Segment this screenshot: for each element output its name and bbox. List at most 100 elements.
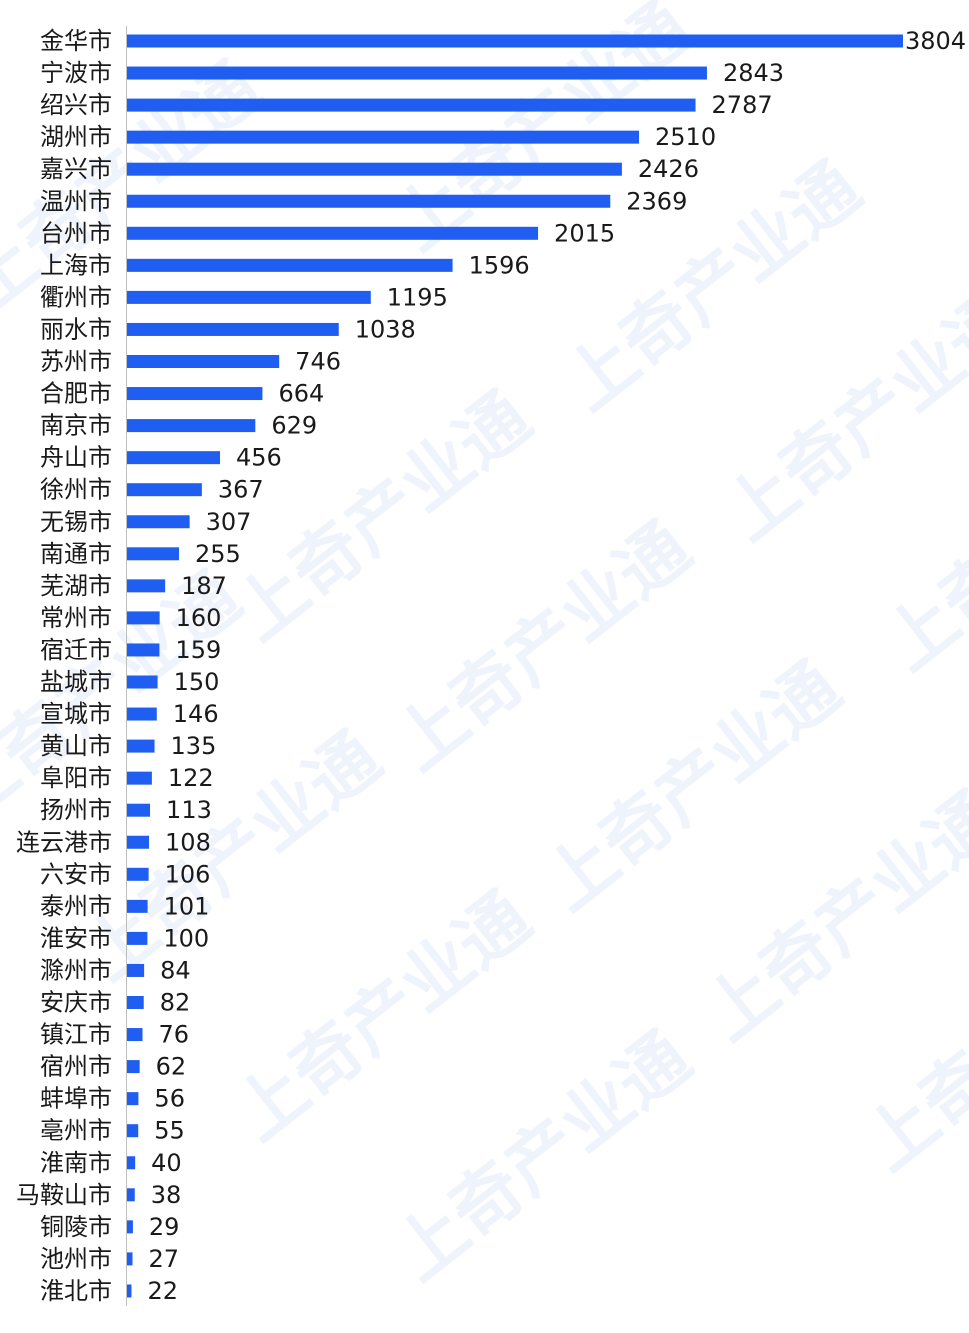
category-label: 亳州市 bbox=[40, 1117, 112, 1145]
value-label: 629 bbox=[271, 412, 317, 440]
value-label: 122 bbox=[168, 764, 214, 792]
value-label: 2426 bbox=[638, 155, 699, 183]
value-label: 29 bbox=[149, 1213, 180, 1241]
category-label: 淮安市 bbox=[40, 924, 112, 952]
category-label: 淮南市 bbox=[40, 1149, 112, 1177]
bars-group bbox=[127, 34, 903, 1298]
value-label: 146 bbox=[173, 700, 219, 728]
category-label: 苏州市 bbox=[40, 348, 112, 376]
category-label: 舟山市 bbox=[40, 444, 112, 472]
value-label: 84 bbox=[160, 956, 191, 984]
value-label: 40 bbox=[151, 1149, 182, 1177]
value-label: 108 bbox=[165, 828, 211, 856]
bar bbox=[127, 1220, 133, 1234]
bar bbox=[127, 1284, 132, 1298]
category-label: 宣城市 bbox=[40, 700, 112, 728]
bar bbox=[127, 322, 339, 336]
bar bbox=[127, 290, 371, 304]
value-label: 1596 bbox=[469, 251, 530, 279]
bar bbox=[127, 547, 180, 561]
value-label: 2369 bbox=[626, 187, 687, 215]
category-label: 温州市 bbox=[40, 187, 112, 215]
category-label: 丽水市 bbox=[40, 315, 112, 343]
category-label: 金华市 bbox=[40, 27, 112, 55]
bar bbox=[127, 835, 150, 849]
value-label: 38 bbox=[151, 1181, 182, 1209]
category-label: 常州市 bbox=[40, 604, 112, 632]
category-label: 泰州市 bbox=[40, 892, 112, 920]
value-label: 1195 bbox=[387, 283, 448, 311]
value-label: 160 bbox=[176, 604, 222, 632]
bar bbox=[127, 1252, 133, 1266]
bar bbox=[127, 675, 158, 689]
bar bbox=[127, 419, 256, 433]
value-label: 22 bbox=[147, 1277, 178, 1305]
value-label: 150 bbox=[174, 668, 220, 696]
category-label: 连云港市 bbox=[16, 828, 112, 856]
category-label: 台州市 bbox=[40, 219, 112, 247]
bar bbox=[127, 771, 152, 785]
value-label: 2843 bbox=[723, 59, 784, 87]
value-label: 27 bbox=[149, 1245, 180, 1273]
category-label: 嘉兴市 bbox=[40, 155, 112, 183]
category-label: 黄山市 bbox=[40, 732, 112, 760]
bar bbox=[127, 739, 155, 753]
value-label: 106 bbox=[165, 860, 211, 888]
category-label: 绍兴市 bbox=[40, 91, 112, 119]
category-label: 滁州市 bbox=[40, 956, 112, 984]
bar bbox=[127, 1124, 139, 1138]
category-label: 宿迁市 bbox=[40, 636, 112, 664]
category-label: 南通市 bbox=[40, 540, 112, 568]
value-label: 307 bbox=[206, 508, 252, 536]
value-label: 62 bbox=[156, 1053, 187, 1081]
bar bbox=[127, 579, 166, 593]
category-label: 镇江市 bbox=[40, 1021, 112, 1049]
value-label: 101 bbox=[164, 892, 210, 920]
category-label: 淮北市 bbox=[40, 1277, 112, 1305]
bar bbox=[127, 611, 160, 625]
value-label: 2787 bbox=[712, 91, 773, 119]
value-label: 55 bbox=[154, 1117, 185, 1145]
bar bbox=[127, 258, 453, 272]
bar bbox=[127, 34, 903, 48]
bar bbox=[127, 996, 144, 1009]
value-label: 367 bbox=[218, 476, 264, 504]
category-label: 宿州市 bbox=[40, 1053, 112, 1081]
bar bbox=[127, 643, 160, 657]
value-label: 746 bbox=[295, 348, 341, 376]
value-label: 135 bbox=[171, 732, 217, 760]
bar bbox=[127, 483, 202, 497]
value-labels-group: 3804 2843 2787 2510 2426 2369 2015 1596 1195 1038… bbox=[147, 27, 966, 1305]
value-label: 456 bbox=[236, 444, 282, 472]
category-label: 宁波市 bbox=[40, 59, 112, 87]
bar bbox=[127, 1156, 136, 1170]
bar bbox=[127, 515, 190, 529]
bar bbox=[127, 355, 280, 368]
bar bbox=[127, 899, 148, 913]
bar bbox=[127, 1188, 135, 1202]
bar bbox=[127, 226, 539, 240]
value-label: 255 bbox=[195, 540, 241, 568]
bar bbox=[127, 451, 221, 465]
bar bbox=[127, 707, 157, 721]
category-label: 无锡市 bbox=[40, 508, 112, 536]
category-label: 湖州市 bbox=[40, 123, 112, 151]
bar bbox=[127, 931, 148, 945]
bar bbox=[127, 130, 640, 144]
bar bbox=[127, 1028, 143, 1042]
category-label: 铜陵市 bbox=[40, 1213, 112, 1241]
bar bbox=[127, 162, 622, 176]
value-label: 113 bbox=[166, 796, 212, 824]
category-label: 合肥市 bbox=[40, 380, 112, 408]
category-label: 蚌埠市 bbox=[40, 1085, 112, 1113]
category-label: 扬州市 bbox=[40, 796, 112, 824]
bar bbox=[127, 867, 149, 881]
category-label: 徐州市 bbox=[40, 476, 112, 504]
category-label: 芜湖市 bbox=[40, 572, 112, 600]
bar bbox=[127, 963, 145, 977]
value-label: 159 bbox=[175, 636, 221, 664]
value-label: 2015 bbox=[554, 219, 615, 247]
category-label: 衢州市 bbox=[40, 283, 112, 311]
value-label: 187 bbox=[181, 572, 227, 600]
